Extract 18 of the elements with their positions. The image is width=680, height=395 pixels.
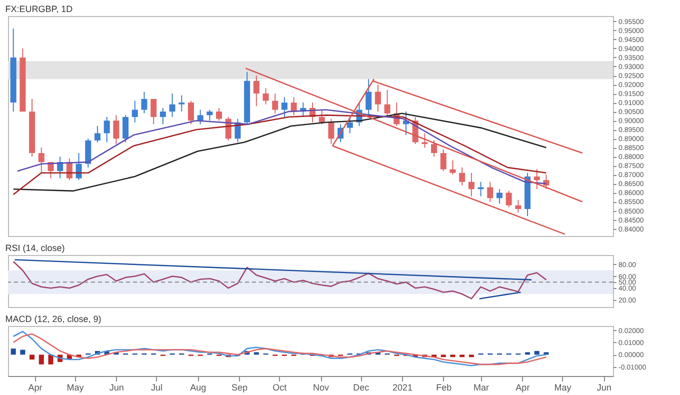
x-tick-label: 2021	[392, 382, 412, 392]
chart-title: FX:EURGBP, 1D	[5, 4, 74, 14]
x-tick-label: Nov	[313, 382, 330, 392]
x-tick-label: Sep	[232, 382, 248, 392]
x-tick-label: Aug	[190, 382, 206, 392]
x-tick-label: May	[554, 382, 572, 392]
x-tick-label: Apr	[28, 382, 42, 392]
x-tick-label: Jun	[109, 382, 124, 392]
x-tick-label: May	[66, 382, 84, 392]
x-tick-label: Jul	[150, 382, 163, 392]
x-tick-label: Apr	[516, 382, 530, 392]
x-tick-label: Jun	[596, 382, 612, 392]
x-tick-label: Mar	[474, 382, 490, 392]
x-tick-label: Feb	[436, 382, 452, 392]
x-tick-label: Oct	[272, 382, 288, 392]
chart-title: MACD (12, 26, close, 9)	[5, 314, 102, 324]
x-tick-label: Dec	[353, 382, 370, 392]
chart-title: RSI (14, close)	[5, 243, 65, 253]
